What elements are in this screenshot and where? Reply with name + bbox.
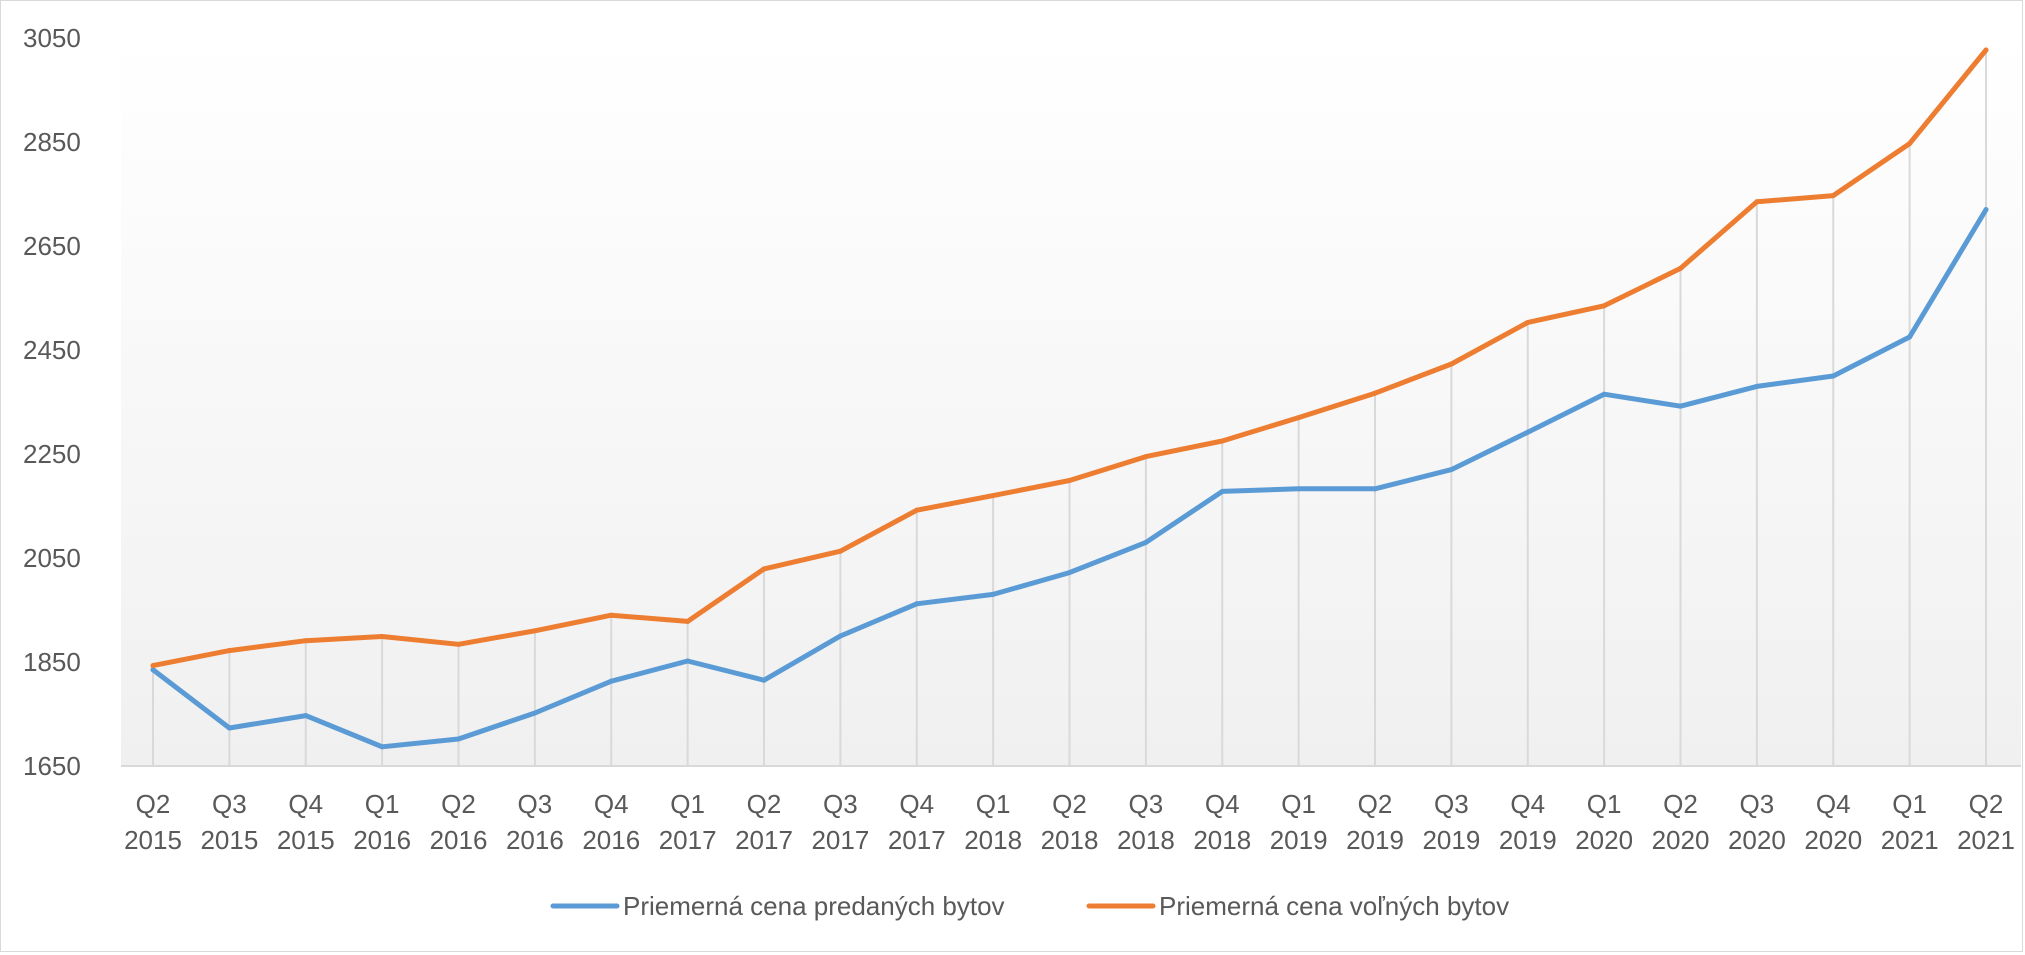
data-point (226, 648, 232, 654)
y-tick-label: 2850 (23, 127, 81, 157)
data-point (761, 677, 767, 683)
data-point (1067, 478, 1072, 484)
x-tick-label: Q3 2016 (506, 789, 564, 855)
x-tick-label: Q2 2020 (1652, 789, 1710, 855)
x-tick-label: Q4 2015 (277, 789, 335, 855)
x-tick-label: Q1 2017 (659, 789, 717, 855)
y-tick-label: 2450 (23, 335, 81, 365)
data-point (1296, 486, 1302, 492)
x-tick-label: Q1 2016 (353, 789, 411, 855)
data-point (1296, 415, 1302, 421)
data-point (837, 633, 843, 639)
data-point (608, 678, 614, 684)
data-point (1219, 438, 1225, 444)
data-point (761, 566, 767, 572)
data-point (150, 663, 156, 669)
data-point (1448, 361, 1454, 367)
data-point (303, 713, 309, 719)
y-tick-label: 1850 (23, 647, 81, 677)
x-tick-label: Q3 2015 (200, 789, 258, 855)
x-tick-label: Q1 2021 (1881, 789, 1939, 855)
data-point (1448, 467, 1454, 473)
data-point (1830, 373, 1836, 379)
data-point (1907, 141, 1913, 147)
data-point (150, 667, 156, 673)
data-point (532, 710, 538, 716)
data-point (1601, 391, 1607, 397)
x-tick-label: Q1 2018 (964, 789, 1022, 855)
data-point (456, 641, 461, 647)
data-point (1219, 488, 1225, 494)
data-point (1983, 47, 1989, 53)
legend-label: Priemerná cena voľných bytov (1159, 891, 1509, 921)
data-point (1983, 207, 1989, 213)
legend-label: Priemerná cena predaných bytov (623, 891, 1005, 921)
data-point (837, 548, 843, 554)
y-tick-label: 3050 (23, 23, 81, 53)
x-tick-label: Q2 2017 (735, 789, 793, 855)
x-tick-label: Q4 2019 (1499, 789, 1557, 855)
y-tick-label: 2050 (23, 543, 81, 573)
data-point (608, 612, 614, 618)
data-point (1754, 199, 1760, 205)
x-tick-label: Q2 2021 (1957, 789, 2015, 855)
data-point (456, 736, 461, 742)
y-axis-ticks: 1650 1850 2050 2250 2450 2650 2850 3050 (23, 23, 81, 781)
x-tick-label: Q2 2016 (430, 789, 488, 855)
data-point (990, 493, 996, 499)
data-point (914, 507, 920, 513)
x-tick-label: Q1 2019 (1270, 789, 1328, 855)
x-tick-label: Q3 2017 (811, 789, 869, 855)
data-point (226, 725, 232, 731)
data-point (379, 744, 385, 750)
data-point (1601, 303, 1607, 309)
data-point (1067, 570, 1072, 576)
data-point (1830, 193, 1836, 199)
data-point (1525, 319, 1531, 325)
y-tick-label: 2650 (23, 231, 81, 261)
x-tick-label: Q3 2018 (1117, 789, 1175, 855)
data-point (1907, 334, 1913, 340)
x-tick-label: Q4 2020 (1804, 789, 1862, 855)
data-point (1372, 390, 1378, 396)
vertical-gridlines (152, 49, 1987, 766)
y-tick-label: 2250 (23, 439, 81, 469)
data-point (1525, 429, 1531, 435)
x-tick-label: Q3 2019 (1422, 789, 1480, 855)
x-tick-label: Q4 2017 (888, 789, 946, 855)
x-tick-label: Q2 2015 (124, 789, 182, 855)
data-point (1143, 539, 1149, 545)
data-point (303, 638, 309, 644)
data-point (1754, 383, 1760, 389)
legend: Priemerná cena predaných bytov Priemerná … (550, 891, 1509, 921)
data-point (1372, 486, 1378, 492)
y-tick-label: 1650 (23, 751, 81, 781)
data-point (1678, 265, 1683, 271)
series-lines (150, 47, 1989, 750)
data-point (914, 601, 920, 607)
data-point (990, 591, 996, 597)
x-tick-label: Q3 2020 (1728, 789, 1786, 855)
x-tick-label: Q2 2019 (1346, 789, 1404, 855)
data-point (532, 628, 538, 634)
data-point (1678, 403, 1683, 409)
plot-background (121, 36, 2021, 766)
data-point (685, 618, 691, 624)
x-tick-label: Q4 2018 (1193, 789, 1251, 855)
data-point (379, 634, 385, 640)
x-axis-ticks: Q2 2015 Q3 2015 Q4 2015 Q1 2016 Q2 2016 Q3 2016 Q4 20… (124, 789, 2015, 855)
data-point (685, 658, 691, 664)
data-point (1143, 454, 1149, 460)
x-tick-label: Q2 2018 (1041, 789, 1099, 855)
x-tick-label: Q4 2016 (582, 789, 640, 855)
x-tick-label: Q1 2020 (1575, 789, 1633, 855)
